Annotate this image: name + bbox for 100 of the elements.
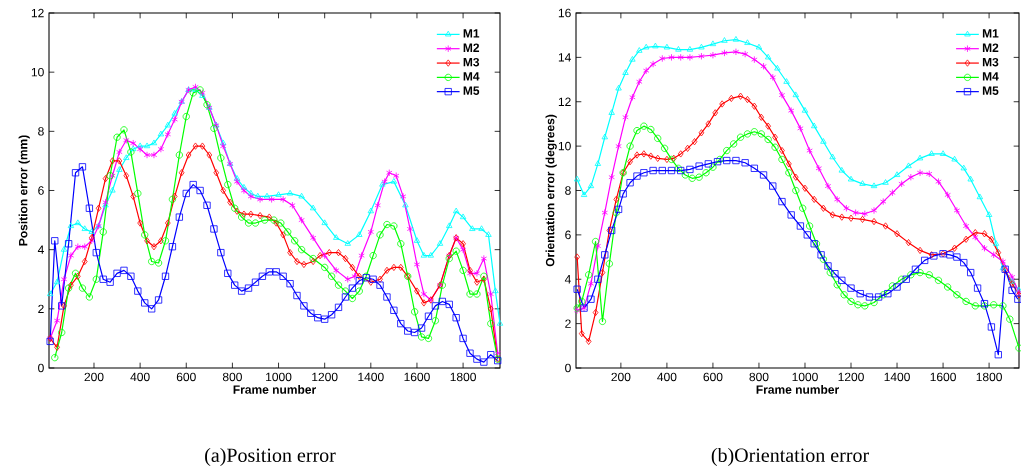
- y-tick-label: 4: [37, 245, 44, 254]
- point: [1015, 344, 1021, 352]
- point: [861, 210, 868, 218]
- y-tick-label: 12: [558, 97, 571, 106]
- point: [220, 139, 227, 146]
- point: [723, 156, 731, 165]
- point: [819, 255, 827, 263]
- point: [81, 243, 88, 251]
- x-tick-label: 1800: [450, 372, 476, 382]
- point: [736, 133, 745, 141]
- legend-label: M1: [982, 29, 999, 38]
- point: [420, 290, 428, 298]
- point: [233, 178, 241, 186]
- point: [905, 162, 912, 169]
- point: [585, 337, 592, 345]
- point: [960, 259, 968, 267]
- x-tick-label: 1000: [792, 372, 818, 382]
- point: [608, 173, 615, 181]
- point: [601, 251, 609, 259]
- point: [865, 293, 874, 301]
- point: [985, 211, 993, 217]
- x-tick-label: 1200: [838, 372, 864, 382]
- point: [882, 222, 889, 230]
- point: [750, 164, 758, 172]
- point: [829, 153, 836, 160]
- y-tick-label: 10: [558, 141, 571, 151]
- point: [953, 253, 961, 261]
- point: [1014, 295, 1021, 303]
- point: [374, 201, 381, 209]
- point: [220, 142, 227, 150]
- point: [279, 195, 287, 203]
- point: [702, 169, 710, 177]
- point: [613, 195, 620, 203]
- point: [390, 178, 398, 184]
- point: [889, 189, 896, 197]
- point: [787, 211, 795, 219]
- point: [599, 269, 606, 277]
- point: [953, 206, 961, 215]
- point: [469, 225, 476, 231]
- point: [879, 291, 887, 299]
- point: [882, 179, 889, 185]
- x-tick-label: 1400: [358, 372, 384, 382]
- point: [859, 215, 866, 223]
- point: [824, 182, 832, 190]
- y-tick-label: 2: [38, 304, 44, 314]
- y-tick-label: 2: [565, 319, 571, 328]
- point: [53, 317, 61, 325]
- point: [356, 231, 363, 237]
- x-tick-label: 800: [222, 372, 242, 382]
- point: [627, 158, 633, 166]
- point: [848, 214, 854, 222]
- point: [333, 234, 340, 240]
- point: [67, 222, 75, 228]
- point: [150, 139, 158, 146]
- x-tick-label: 200: [611, 372, 631, 382]
- point: [854, 301, 862, 309]
- text: (b)Orientation error: [711, 447, 869, 467]
- point: [834, 195, 841, 203]
- x-axis-title: Frame number: [756, 385, 839, 394]
- point: [988, 235, 995, 243]
- point: [626, 142, 634, 150]
- point: [578, 297, 586, 306]
- point: [254, 192, 261, 199]
- point: [240, 183, 248, 190]
- point: [46, 290, 54, 297]
- point: [951, 244, 958, 252]
- point: [681, 171, 689, 179]
- point: [946, 251, 954, 259]
- point: [962, 297, 970, 306]
- point: [427, 251, 434, 258]
- point: [976, 193, 984, 200]
- point: [321, 219, 328, 226]
- point: [769, 182, 777, 190]
- point: [74, 219, 82, 226]
- point: [916, 269, 924, 277]
- point: [935, 178, 942, 186]
- point: [275, 191, 282, 197]
- point: [721, 37, 728, 43]
- point: [309, 234, 317, 242]
- point: [796, 222, 804, 230]
- point: [608, 109, 615, 115]
- point: [358, 251, 365, 260]
- point: [916, 169, 924, 177]
- point: [453, 207, 460, 214]
- point: [792, 173, 799, 181]
- point: [743, 130, 752, 138]
- point: [852, 209, 859, 217]
- point: [744, 39, 751, 45]
- point: [649, 60, 657, 68]
- point: [788, 107, 795, 115]
- point: [967, 269, 975, 277]
- point: [898, 180, 905, 188]
- point: [772, 133, 778, 141]
- y-tick-label: 12: [31, 8, 44, 18]
- point: [838, 276, 846, 284]
- point: [116, 166, 123, 172]
- point: [709, 51, 717, 59]
- point: [999, 257, 1007, 266]
- point: [972, 233, 979, 241]
- point: [792, 186, 800, 195]
